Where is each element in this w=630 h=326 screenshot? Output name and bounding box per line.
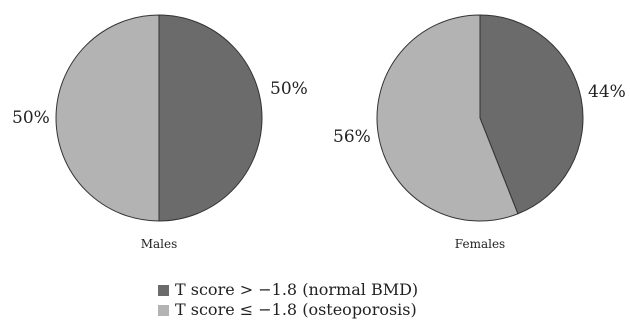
pie-slice-osteoporosis [376, 14, 519, 222]
pie-slice-normal-bmd [158, 14, 263, 222]
legend: T score > −1.8 (normal BMD) T score ≤ −1… [158, 280, 418, 320]
legend-swatch-normal-bmd [158, 284, 169, 296]
slice-value-label: 44% [588, 82, 626, 102]
legend-label-osteoporosis: T score ≤ −1.8 (osteoporosis) [175, 300, 417, 319]
pie-title: Males [141, 237, 178, 251]
slice-value-label: 50% [270, 79, 308, 99]
legend-label-normal-bmd: T score > −1.8 (normal BMD) [175, 280, 419, 299]
legend-item-osteoporosis: T score ≤ −1.8 (osteoporosis) [158, 300, 418, 320]
pie-chart-males: 50% 50% Males [12, 14, 308, 251]
slice-value-label: 50% [12, 108, 50, 128]
pie-slice-osteoporosis [55, 14, 160, 222]
slice-value-label: 56% [333, 127, 371, 147]
pie-slice-normal-bmd [479, 14, 584, 215]
legend-item-normal-bmd: T score > −1.8 (normal BMD) [158, 280, 418, 300]
legend-swatch-osteoporosis [158, 304, 169, 316]
pie-chart-females: 44% 56% Females [333, 14, 626, 251]
pie-title: Females [455, 237, 505, 251]
